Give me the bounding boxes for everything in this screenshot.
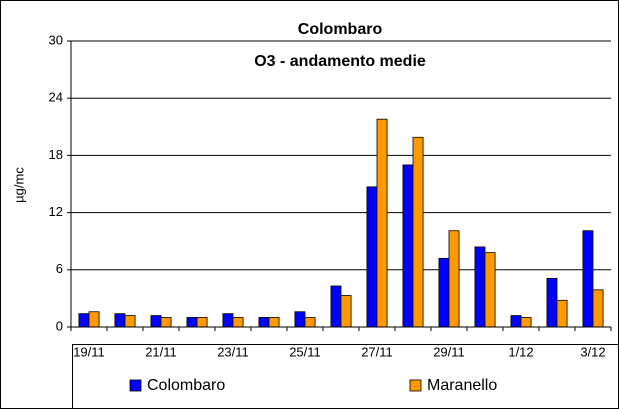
- bar: [582, 230, 594, 328]
- y-tick-label: 30: [49, 32, 63, 47]
- x-tick-label: 21/11: [145, 344, 177, 359]
- x-tick-label: 1/12: [508, 344, 533, 359]
- bar: [330, 285, 342, 328]
- bar: [412, 136, 424, 328]
- legend-swatch: [409, 379, 422, 392]
- bar: [196, 317, 208, 328]
- bar: [474, 246, 486, 328]
- bar: [88, 311, 100, 328]
- bar: [510, 315, 522, 328]
- y-tick-label: 0: [56, 318, 63, 333]
- y-axis-label: µg/mc: [11, 167, 26, 203]
- bar: [114, 313, 126, 328]
- bar: [124, 315, 136, 328]
- bar: [150, 315, 162, 328]
- bar: [294, 311, 306, 328]
- y-tick-label: 12: [49, 204, 63, 219]
- y-tick-label: 18: [49, 147, 63, 162]
- bar: [448, 230, 460, 328]
- bar: [402, 164, 414, 328]
- y-tick-label: 6: [56, 261, 63, 276]
- bar: [520, 317, 532, 328]
- bar: [484, 252, 496, 328]
- bar: [304, 317, 316, 328]
- chart-subtitle: O3 - andamento medie: [254, 53, 426, 70]
- legend-swatch: [129, 379, 142, 392]
- x-tick-label: 19/11: [73, 344, 105, 359]
- bar: [258, 317, 270, 328]
- bar: [376, 118, 388, 328]
- x-tick-label: 27/11: [361, 344, 393, 359]
- x-tick-label: 29/11: [433, 344, 465, 359]
- x-tick-label: 23/11: [217, 344, 249, 359]
- chart-title: Colombaro: [298, 21, 383, 38]
- bar: [366, 186, 378, 328]
- bar: [78, 313, 90, 328]
- legend-box: [72, 344, 619, 409]
- bar: [546, 277, 558, 328]
- bar: [592, 289, 604, 328]
- x-tick-label: 3/12: [580, 344, 605, 359]
- x-tick-label: 25/11: [289, 344, 321, 359]
- bar: [268, 317, 280, 328]
- bar: [160, 317, 172, 328]
- legend-label: Maranello: [427, 377, 497, 394]
- bar: [438, 257, 450, 328]
- bar: [340, 295, 352, 328]
- bar: [232, 317, 244, 328]
- y-tick-label: 24: [49, 90, 63, 105]
- bar: [222, 313, 234, 328]
- legend-label: Colombaro: [147, 377, 225, 394]
- bar: [556, 299, 568, 328]
- bar: [186, 317, 198, 328]
